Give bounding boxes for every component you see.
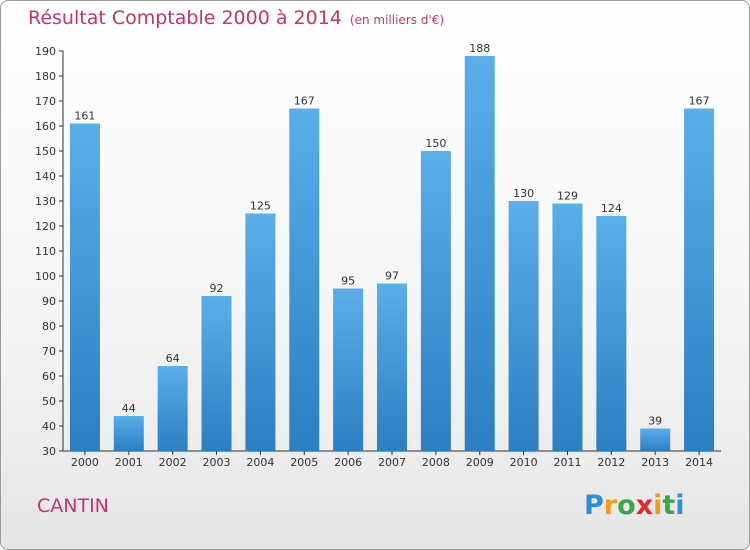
- bar: [684, 108, 715, 451]
- bar-value-label: 97: [385, 270, 399, 283]
- y-tick-label: 80: [42, 320, 56, 333]
- bar: [377, 283, 407, 451]
- city-name: CANTIN: [37, 495, 109, 517]
- logo-letter: i: [675, 490, 685, 521]
- y-tick-label: 170: [35, 95, 56, 108]
- bar: [113, 416, 144, 451]
- x-tick-label: 2012: [597, 456, 625, 469]
- logo-letter: t: [662, 490, 676, 521]
- y-tick-label: 60: [42, 370, 56, 383]
- bar: [596, 216, 627, 451]
- bar-value-label: 188: [469, 42, 490, 55]
- chart-title: Résultat Comptable 2000 à 2014: [28, 7, 342, 29]
- y-tick-label: 130: [35, 195, 56, 208]
- logo-letter: i: [653, 490, 663, 521]
- bar-value-label: 92: [210, 282, 224, 295]
- x-tick-label: 2007: [378, 456, 406, 469]
- x-tick-label: 2006: [334, 456, 362, 469]
- y-tick-label: 180: [35, 70, 56, 83]
- y-tick-label: 140: [35, 170, 56, 183]
- logo-letter: x: [635, 490, 654, 521]
- bar-value-label: 39: [648, 415, 662, 428]
- bar-value-label: 64: [166, 352, 180, 365]
- bar-value-label: 125: [250, 200, 271, 213]
- bar: [420, 151, 451, 451]
- bar-value-label: 167: [689, 95, 710, 108]
- bar: [552, 203, 583, 451]
- x-tick-label: 2005: [290, 456, 318, 469]
- logo-letter: P: [584, 490, 604, 521]
- x-tick-label: 2003: [203, 456, 231, 469]
- y-tick-label: 110: [35, 245, 56, 258]
- x-tick-label: 2009: [466, 456, 494, 469]
- y-tick-label: 120: [35, 220, 56, 233]
- bar: [289, 108, 320, 451]
- bar: [69, 123, 100, 451]
- x-tick-label: 2008: [422, 456, 450, 469]
- bar: [333, 288, 364, 451]
- y-tick-label: 100: [35, 270, 56, 283]
- y-tick-label: 190: [35, 45, 56, 58]
- y-tick-label: 30: [42, 445, 56, 458]
- x-tick-label: 2011: [553, 456, 581, 469]
- bar-value-label: 44: [122, 402, 136, 415]
- bar: [640, 428, 671, 451]
- logo-letter: o: [617, 490, 636, 521]
- bars: 161 44 64 92 125 167 95 97 150 188 130 129 124 39 167: [69, 42, 715, 451]
- chart-subtitle: (en milliers d'€): [349, 13, 445, 27]
- y-tick-label: 40: [42, 420, 56, 433]
- bar-value-label: 95: [341, 275, 355, 288]
- bar-value-label: 150: [425, 137, 446, 150]
- bar: [464, 56, 495, 451]
- x-tick-label: 2004: [246, 456, 274, 469]
- bar-value-label: 124: [601, 202, 622, 215]
- bar: [508, 201, 539, 451]
- y-tick-label: 150: [35, 145, 56, 158]
- bar-value-label: 129: [557, 190, 578, 203]
- x-tick-label: 2002: [159, 456, 187, 469]
- proxiti-logo[interactable]: Proxiti: [584, 490, 685, 521]
- bar: [245, 213, 276, 451]
- logo-letter: r: [603, 490, 618, 521]
- x-tick-label: 2000: [71, 456, 99, 469]
- y-tick-label: 160: [35, 120, 56, 133]
- bar-value-label: 130: [513, 187, 534, 200]
- bar: [157, 366, 188, 451]
- x-tick-label: 2014: [685, 456, 713, 469]
- bar: [201, 296, 232, 451]
- x-tick-label: 2001: [115, 456, 143, 469]
- x-tick-label: 2013: [641, 456, 669, 469]
- x-tick-label: 2010: [510, 456, 538, 469]
- y-tick-label: 90: [42, 295, 56, 308]
- bar-value-label: 167: [294, 95, 315, 108]
- chart-title-row: Résultat Comptable 2000 à 2014 (en millie…: [28, 7, 444, 29]
- y-tick-label: 50: [42, 395, 56, 408]
- bar-value-label: 161: [74, 110, 95, 123]
- y-tick-label: 70: [42, 345, 56, 358]
